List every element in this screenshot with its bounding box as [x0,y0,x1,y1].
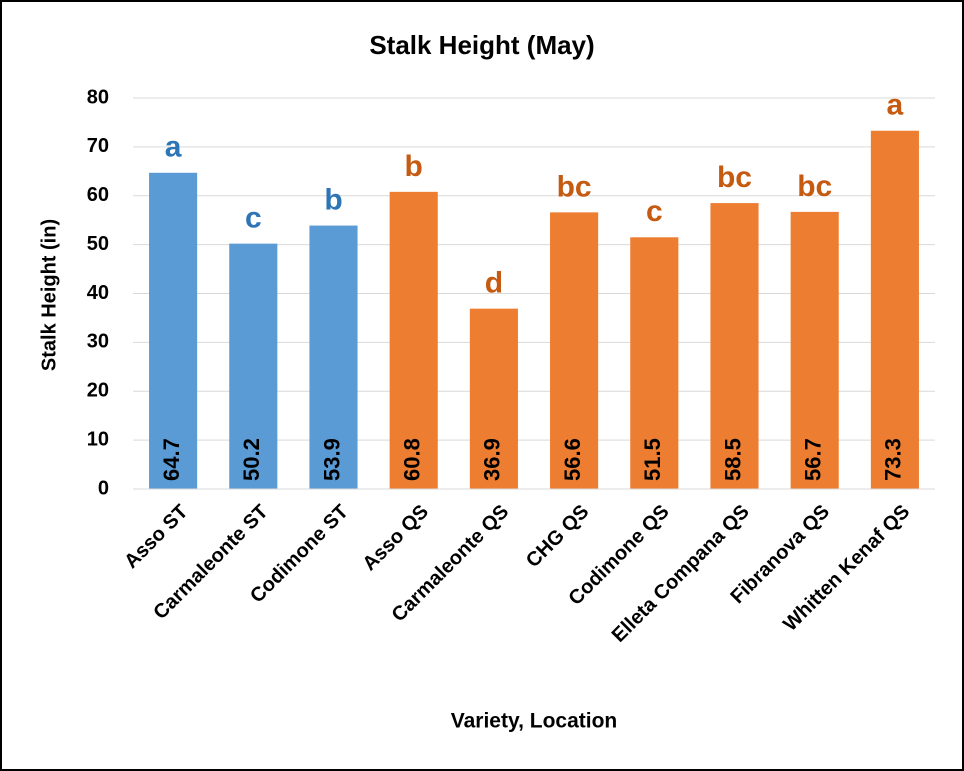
x-axis-title: Variety, Location [451,710,618,733]
value-label: 64.7 [159,438,184,481]
y-tick-label: 0 [98,477,109,499]
annotation: c [245,202,262,235]
bar [870,130,919,489]
y-tick-label: 50 [87,233,109,255]
annotation: a [165,131,182,164]
bar [389,191,438,489]
value-label: 50.2 [239,438,264,481]
bar [309,225,358,489]
annotation: bc [717,161,752,194]
annotation: d [485,267,503,300]
y-tick-label: 80 [87,86,109,108]
y-tick-label: 70 [87,135,109,157]
y-tick-label: 20 [87,380,109,402]
annotation: bc [797,170,832,203]
bar [710,203,759,490]
value-label: 56.7 [801,438,826,481]
y-tick-label: 30 [87,331,109,353]
y-tick-label: 60 [87,184,109,206]
bar [550,212,599,489]
value-label: 56.6 [560,438,585,481]
annotation: a [887,89,904,122]
value-label: 60.8 [400,438,425,481]
y-tick-label: 10 [87,428,109,450]
annotation: c [646,195,663,228]
value-label: 73.3 [881,438,906,481]
chart-title: Stalk Height (May) [369,30,594,60]
y-tick-label: 40 [87,282,109,304]
bar [790,211,839,489]
annotation: b [405,150,423,183]
annotation: b [324,183,342,216]
value-label: 58.5 [720,438,745,481]
annotation: bc [557,170,592,203]
bar [469,308,518,489]
value-label: 51.5 [640,438,665,481]
value-label: 36.9 [480,438,505,481]
y-axis-title: Stalk Height (in) [38,219,60,371]
value-label: 53.9 [319,438,344,481]
bar [149,172,198,489]
bar [630,237,679,489]
bar [229,243,278,489]
